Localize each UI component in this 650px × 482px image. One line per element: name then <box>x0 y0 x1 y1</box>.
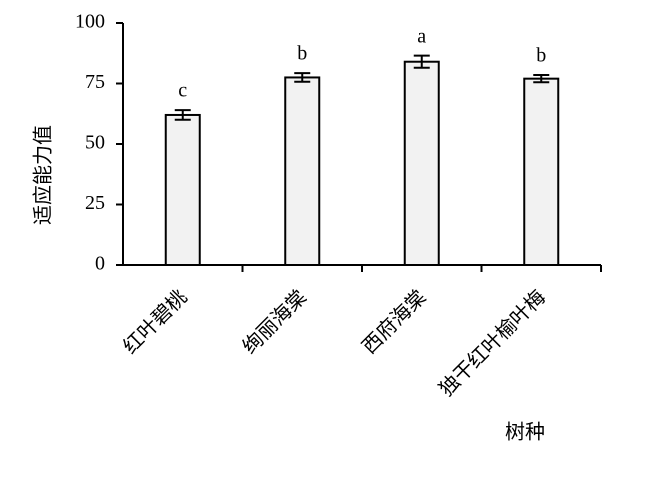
significance-label: c <box>178 80 187 102</box>
error-bar <box>533 74 550 84</box>
bar <box>403 60 440 266</box>
significance-label: b <box>536 45 546 67</box>
x-tick-label: 红叶碧桃 <box>119 286 192 359</box>
y-tick-label: 100 <box>75 11 105 33</box>
y-tick-label: 50 <box>85 132 105 154</box>
y-axis-label: 适应能力值 <box>32 125 55 225</box>
x-tick-label: 西府海棠 <box>358 286 431 359</box>
error-bar <box>294 72 311 83</box>
bar <box>523 77 560 266</box>
x-tick-label: 绚丽海棠 <box>238 286 311 359</box>
x-axis-label: 树种 <box>505 421 545 444</box>
bar <box>164 113 201 266</box>
y-tick-label: 0 <box>95 253 105 275</box>
error-bar <box>413 54 430 69</box>
bar <box>284 76 321 266</box>
y-tick-label: 75 <box>85 71 105 93</box>
significance-label: b <box>297 43 307 65</box>
error-bar <box>174 109 191 121</box>
x-tick-label: 独干红叶榆叶梅 <box>435 286 550 401</box>
y-tick-label: 25 <box>85 192 105 214</box>
significance-label: a <box>417 25 426 47</box>
